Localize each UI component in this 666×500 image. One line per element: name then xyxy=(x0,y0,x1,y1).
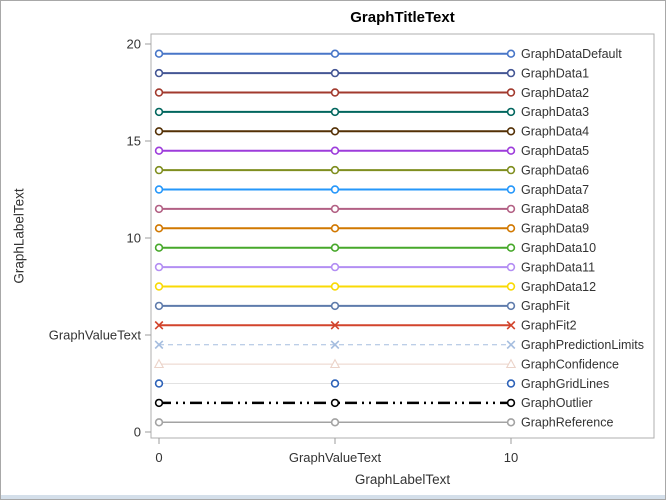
x-tick-label: GraphValueText xyxy=(289,450,382,465)
circle-marker xyxy=(154,224,164,233)
graph-title: GraphTitleText xyxy=(350,9,455,26)
series-label-GraphData5: GraphData5 xyxy=(521,144,589,158)
circle-marker xyxy=(154,262,164,272)
circle-marker xyxy=(506,68,516,78)
circle-marker xyxy=(154,127,164,136)
series-label-GraphReference: GraphReference xyxy=(521,416,613,430)
circle-marker xyxy=(330,146,340,155)
circle-marker xyxy=(154,282,164,291)
series-label-GraphData2: GraphData2 xyxy=(521,86,589,100)
circle-marker xyxy=(330,282,340,291)
circle-marker xyxy=(330,398,340,408)
series-label-GraphFit: GraphFit xyxy=(521,299,570,313)
circle-marker xyxy=(506,88,516,97)
x-marker xyxy=(506,320,516,330)
circle-marker xyxy=(330,262,340,272)
circle-marker xyxy=(506,185,516,194)
circle-marker xyxy=(154,418,164,427)
circle-marker xyxy=(154,88,164,97)
x-marker xyxy=(330,340,340,350)
circle-marker xyxy=(506,204,516,214)
circle-marker xyxy=(154,243,164,252)
circle-marker xyxy=(506,379,516,388)
circle-marker xyxy=(330,127,340,136)
window-edge-strip xyxy=(1,495,665,499)
circle-marker xyxy=(154,165,164,175)
series-label-GraphData11: GraphData11 xyxy=(521,260,595,274)
x-marker xyxy=(154,320,164,330)
circle-marker xyxy=(330,418,340,427)
circle-marker xyxy=(154,301,164,311)
circle-marker xyxy=(506,165,516,175)
series-label-GraphData6: GraphData6 xyxy=(521,163,589,177)
series-label-GraphDataDefault: GraphDataDefault xyxy=(521,47,622,61)
series-label-GraphData3: GraphData3 xyxy=(521,105,589,119)
circle-marker xyxy=(330,185,340,194)
x-marker xyxy=(506,340,516,350)
series-label-GraphData1: GraphData1 xyxy=(521,66,589,80)
circle-marker xyxy=(330,49,340,58)
circle-marker xyxy=(330,68,340,78)
y-tick-label: 10 xyxy=(127,231,141,246)
circle-marker xyxy=(154,49,164,58)
y-tick-label: 20 xyxy=(127,37,141,52)
circle-marker xyxy=(330,224,340,233)
series-label-GraphConfidence: GraphConfidence xyxy=(521,357,619,371)
circle-marker xyxy=(506,127,516,136)
circle-marker xyxy=(506,282,516,291)
circle-marker xyxy=(154,68,164,78)
y-tick-label: 0 xyxy=(134,425,141,440)
circle-marker xyxy=(506,146,516,155)
triangle-marker xyxy=(153,358,165,369)
y-tick-label: GraphValueText xyxy=(49,328,142,343)
triangle-marker xyxy=(505,358,517,369)
circle-marker xyxy=(330,88,340,97)
circle-marker xyxy=(506,243,516,252)
circle-marker xyxy=(506,49,516,58)
y-tick-label: 15 xyxy=(127,134,141,149)
x-tick-label: 10 xyxy=(504,450,518,465)
series-label-GraphPredictionLimits: GraphPredictionLimits xyxy=(521,338,644,352)
series-label-GraphData8: GraphData8 xyxy=(521,202,589,216)
x-axis-title: GraphLabelText xyxy=(354,472,451,487)
circle-marker xyxy=(506,224,516,233)
series-label-GraphData12: GraphData12 xyxy=(521,280,596,294)
plot-wall xyxy=(150,33,655,439)
circle-marker xyxy=(330,107,340,117)
circle-marker xyxy=(154,107,164,117)
series-label-GraphData10: GraphData10 xyxy=(521,241,596,255)
circle-marker xyxy=(330,379,340,388)
circle-marker xyxy=(506,262,516,272)
circle-marker xyxy=(330,301,340,311)
series-label-GraphOutlier: GraphOutlier xyxy=(521,396,593,410)
series-label-GraphGridLines: GraphGridLines xyxy=(521,377,609,391)
x-tick-label: 0 xyxy=(155,450,162,465)
series-label-GraphData4: GraphData4 xyxy=(521,125,589,139)
series-label-GraphData9: GraphData9 xyxy=(521,222,589,236)
circle-marker xyxy=(154,146,164,155)
circle-marker xyxy=(154,398,164,408)
series-label-GraphFit2: GraphFit2 xyxy=(521,319,577,333)
circle-marker xyxy=(330,165,340,175)
circle-marker xyxy=(330,204,340,214)
circle-marker xyxy=(506,301,516,311)
triangle-marker xyxy=(329,358,341,369)
circle-marker xyxy=(330,243,340,252)
circle-marker xyxy=(154,204,164,214)
circle-marker xyxy=(506,107,516,117)
x-marker xyxy=(330,320,340,330)
x-marker xyxy=(154,340,164,350)
circle-marker xyxy=(506,398,516,408)
circle-marker xyxy=(506,418,516,427)
series-label-GraphData7: GraphData7 xyxy=(521,183,589,197)
circle-marker xyxy=(154,379,164,388)
circle-marker xyxy=(154,185,164,194)
